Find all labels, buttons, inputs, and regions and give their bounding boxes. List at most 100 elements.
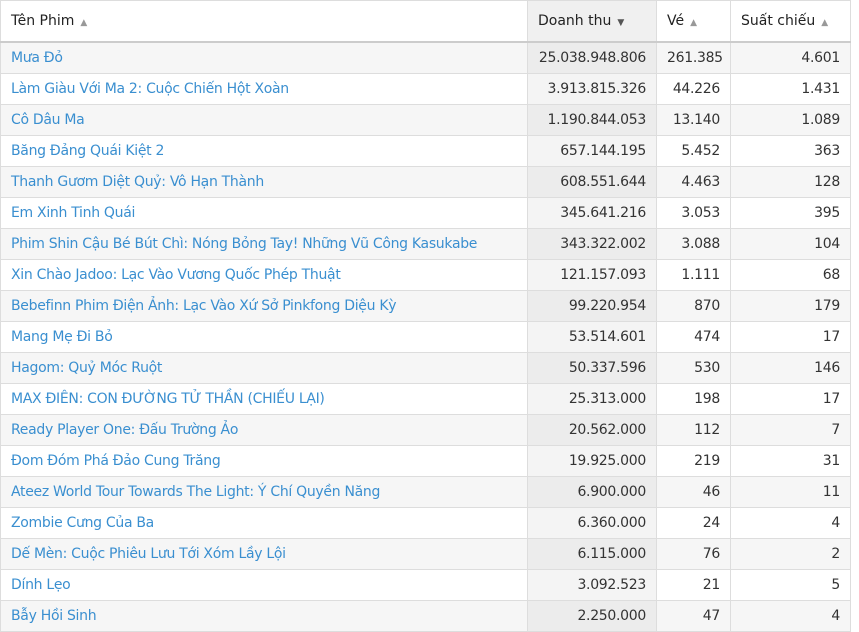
revenue-cell: 121.157.093: [527, 259, 657, 291]
movie-title-cell: Em Xinh Tinh Quái: [0, 197, 528, 229]
table-row: MAX ĐIÊN: CON ĐƯỜNG TỬ THẦN (CHIẾU LẠI) 2…: [0, 383, 851, 415]
tickets-cell: 1.111: [656, 259, 731, 291]
tickets-cell: 46: [656, 476, 731, 508]
showtimes-cell: 31: [730, 445, 851, 477]
movie-link[interactable]: Phim Shin Cậu Bé Bút Chì: Nóng Bỏng Tay!…: [11, 236, 478, 252]
showtimes-cell: 363: [730, 135, 851, 167]
sort-up-icon: ▲: [690, 18, 698, 28]
revenue-cell: 6.360.000: [527, 507, 657, 539]
movie-title-cell: Mưa Đỏ: [0, 41, 528, 74]
column-header-title[interactable]: Tên Phim ▲: [0, 0, 528, 43]
movie-link[interactable]: Ready Player One: Đấu Trường Ảo: [11, 422, 239, 438]
tickets-cell: 219: [656, 445, 731, 477]
movie-title-cell: Dế Mèn: Cuộc Phiêu Lưu Tới Xóm Lầy Lội: [0, 538, 528, 570]
movie-link[interactable]: Đom Đóm Phá Đảo Cung Trăng: [11, 453, 221, 469]
revenue-cell: 50.337.596: [527, 352, 657, 384]
table-row: Cô Dâu Ma 1.190.844.053 13.140 1.089: [0, 104, 851, 136]
showtimes-cell: 4: [730, 507, 851, 539]
movie-link[interactable]: Cô Dâu Ma: [11, 112, 85, 128]
sort-up-icon: ▲: [821, 18, 829, 28]
tickets-cell: 3.053: [656, 197, 731, 229]
movie-link[interactable]: Dính Lẹo: [11, 577, 71, 593]
tickets-cell: 76: [656, 538, 731, 570]
movie-title-cell: Ateez World Tour Towards The Light: Ý Ch…: [0, 476, 528, 508]
movie-link[interactable]: Bebefinn Phim Điện Ảnh: Lạc Vào Xứ Sở Pi…: [11, 298, 397, 314]
table-row: Mang Mẹ Đi Bỏ 53.514.601 474 17: [0, 321, 851, 353]
showtimes-cell: 1.089: [730, 104, 851, 136]
tickets-cell: 21: [656, 569, 731, 601]
table-row: Dính Lẹo 3.092.523 21 5: [0, 569, 851, 601]
table-row: Phim Shin Cậu Bé Bút Chì: Nóng Bỏng Tay!…: [0, 228, 851, 260]
movie-title-cell: Ready Player One: Đấu Trường Ảo: [0, 414, 528, 446]
movie-link[interactable]: Ateez World Tour Towards The Light: Ý Ch…: [11, 484, 381, 500]
revenue-cell: 3.913.815.326: [527, 73, 657, 105]
movie-title-cell: Đom Đóm Phá Đảo Cung Trăng: [0, 445, 528, 477]
table-row: Hagom: Quỷ Móc Ruột 50.337.596 530 146: [0, 352, 851, 384]
revenue-cell: 99.220.954: [527, 290, 657, 322]
tickets-cell: 47: [656, 600, 731, 632]
showtimes-cell: 395: [730, 197, 851, 229]
table-row: Zombie Cưng Của Ba 6.360.000 24 4: [0, 507, 851, 539]
showtimes-cell: 68: [730, 259, 851, 291]
showtimes-cell: 146: [730, 352, 851, 384]
movie-link[interactable]: Zombie Cưng Của Ba: [11, 515, 154, 531]
showtimes-cell: 17: [730, 383, 851, 415]
tickets-cell: 4.463: [656, 166, 731, 198]
revenue-cell: 6.115.000: [527, 538, 657, 570]
revenue-cell: 19.925.000: [527, 445, 657, 477]
table-row: Em Xinh Tinh Quái 345.641.216 3.053 395: [0, 197, 851, 229]
movie-link[interactable]: Mưa Đỏ: [11, 50, 63, 66]
header-row: Tên Phim ▲ Doanh thu ▼ Vé ▲ Suất chiếu ▲: [0, 0, 851, 43]
movie-link[interactable]: Hagom: Quỷ Móc Ruột: [11, 360, 163, 376]
revenue-cell: 25.313.000: [527, 383, 657, 415]
movie-title-cell: Cô Dâu Ma: [0, 104, 528, 136]
movie-link[interactable]: Mang Mẹ Đi Bỏ: [11, 329, 113, 345]
sort-down-icon: ▼: [617, 18, 625, 28]
revenue-cell: 608.551.644: [527, 166, 657, 198]
revenue-cell: 25.038.948.806: [527, 41, 657, 74]
movie-link[interactable]: Em Xinh Tinh Quái: [11, 205, 136, 221]
movie-link[interactable]: Dế Mèn: Cuộc Phiêu Lưu Tới Xóm Lầy Lội: [11, 546, 286, 562]
table-row: Đom Đóm Phá Đảo Cung Trăng 19.925.000 219 3…: [0, 445, 851, 477]
showtimes-cell: 7: [730, 414, 851, 446]
movie-title-cell: Bebefinn Phim Điện Ảnh: Lạc Vào Xứ Sở Pi…: [0, 290, 528, 322]
movie-link[interactable]: MAX ĐIÊN: CON ĐƯỜNG TỬ THẦN (CHIẾU LẠI): [11, 391, 325, 407]
column-header-showtimes[interactable]: Suất chiếu ▲: [730, 0, 851, 43]
showtimes-cell: 4: [730, 600, 851, 632]
table-row: Mưa Đỏ 25.038.948.806 261.385 4.601: [0, 41, 851, 74]
showtimes-cell: 2: [730, 538, 851, 570]
tickets-cell: 3.088: [656, 228, 731, 260]
movie-link[interactable]: Xin Chào Jadoo: Lạc Vào Vương Quốc Phép …: [11, 267, 341, 283]
movie-link[interactable]: Băng Đảng Quái Kiệt 2: [11, 143, 165, 159]
tickets-cell: 198: [656, 383, 731, 415]
movie-link[interactable]: Bẫy Hồi Sinh: [11, 608, 97, 624]
tickets-cell: 530: [656, 352, 731, 384]
table-row: Ateez World Tour Towards The Light: Ý Ch…: [0, 476, 851, 508]
movie-title-cell: Bẫy Hồi Sinh: [0, 600, 528, 632]
revenue-cell: 657.144.195: [527, 135, 657, 167]
table-row: Thanh Gươm Diệt Quỷ: Vô Hạn Thành 608.551…: [0, 166, 851, 198]
showtimes-cell: 1.431: [730, 73, 851, 105]
table-row: Bebefinn Phim Điện Ảnh: Lạc Vào Xứ Sở Pi…: [0, 290, 851, 322]
movie-link[interactable]: Làm Giàu Với Ma 2: Cuộc Chiến Hột Xoàn: [11, 81, 289, 97]
movie-title-cell: Xin Chào Jadoo: Lạc Vào Vương Quốc Phép …: [0, 259, 528, 291]
sort-up-icon: ▲: [80, 18, 88, 28]
showtimes-cell: 17: [730, 321, 851, 353]
tickets-cell: 870: [656, 290, 731, 322]
movie-link[interactable]: Thanh Gươm Diệt Quỷ: Vô Hạn Thành: [11, 174, 264, 190]
revenue-cell: 6.900.000: [527, 476, 657, 508]
movie-title-cell: Hagom: Quỷ Móc Ruột: [0, 352, 528, 384]
revenue-cell: 343.322.002: [527, 228, 657, 260]
column-header-revenue[interactable]: Doanh thu ▼: [527, 0, 657, 43]
tickets-cell: 13.140: [656, 104, 731, 136]
table-row: Bẫy Hồi Sinh 2.250.000 47 4: [0, 600, 851, 632]
tickets-cell: 261.385: [656, 41, 731, 74]
column-label: Vé: [667, 13, 685, 29]
revenue-cell: 345.641.216: [527, 197, 657, 229]
tickets-cell: 24: [656, 507, 731, 539]
column-header-tickets[interactable]: Vé ▲: [656, 0, 731, 43]
tickets-cell: 44.226: [656, 73, 731, 105]
showtimes-cell: 4.601: [730, 41, 851, 74]
column-label: Suất chiếu: [741, 13, 816, 29]
showtimes-cell: 5: [730, 569, 851, 601]
